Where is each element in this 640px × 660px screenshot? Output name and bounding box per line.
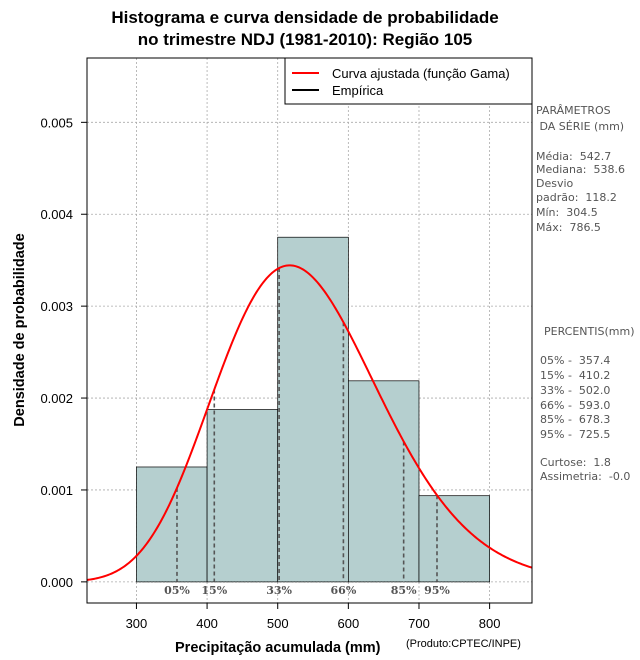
y-tick-label: 0.000: [40, 575, 73, 590]
percentile-marker-label: 95%: [424, 584, 450, 597]
percentile-marker-label: 33%: [266, 584, 292, 597]
x-axis-label: Precipitação acumulada (mm): [175, 640, 381, 656]
chart-title-line2: no trimestre NDJ (1981-2010): Região 105: [137, 30, 473, 49]
stats-desvio: Desvio: [536, 177, 574, 190]
stats-subheader: DA SÉRIE (mm): [536, 120, 625, 133]
percentile-line: 05% - 357.4: [540, 354, 611, 367]
x-tick-label: 500: [267, 616, 289, 631]
chart-title-line1: Histograma e curva densidade de probabil…: [111, 8, 499, 27]
percentile-line: 85% - 678.3: [540, 413, 611, 426]
x-tick-label: 400: [196, 616, 218, 631]
y-tick-label: 0.002: [40, 391, 73, 406]
percentile-line: 15% - 410.2: [540, 369, 611, 382]
percentile-line: 66% - 593.0: [540, 399, 611, 412]
percentile-marker-label: 15%: [201, 584, 227, 597]
stats-min: Mín: 304.5: [536, 206, 598, 219]
y-tick-label: 0.005: [40, 115, 73, 130]
y-tick-label: 0.001: [40, 483, 73, 498]
legend-box: [284, 57, 533, 105]
legend-label: Curva ajustada (função Gama): [332, 66, 510, 81]
product-credit: (Produto:CPTEC/INPE): [406, 638, 521, 650]
assimetria-line: Assimetria: -0.0: [540, 470, 631, 483]
legend-label: Empírica: [332, 83, 384, 98]
percentile-line: 33% - 502.0: [540, 384, 611, 397]
histogram-bar: [347, 380, 420, 583]
percentile-marker-label: 66%: [331, 584, 357, 597]
histogram-bar: [206, 409, 279, 583]
percentile-marker-label: 05%: [164, 584, 190, 597]
stats-max: Máx: 786.5: [536, 221, 601, 234]
x-tick-label: 700: [408, 616, 430, 631]
y-axis-label: Densidade de probabilidade: [12, 233, 28, 427]
stats-header: PARÂMETROS: [536, 104, 611, 117]
stats-media: Média: 542.7: [536, 150, 612, 163]
percentiles-header: PERCENTIS(mm): [544, 325, 635, 338]
fitted-gamma-curve: [86, 264, 533, 581]
percentile-line: 95% - 725.5: [540, 428, 611, 441]
stats-padrao: padrão: 118.2: [536, 191, 617, 204]
curtose-line: Curtose: 1.8: [540, 456, 611, 469]
y-tick-label: 0.003: [40, 299, 73, 314]
y-tick-label: 0.004: [40, 207, 73, 222]
x-tick-label: 300: [126, 616, 148, 631]
x-tick-label: 600: [337, 616, 359, 631]
histogram-bar: [277, 236, 349, 583]
percentile-marker-label: 85%: [391, 584, 417, 597]
stats-mediana: Mediana: 538.6: [536, 163, 625, 176]
x-tick-label: 800: [479, 616, 501, 631]
histogram-bar: [136, 466, 208, 583]
